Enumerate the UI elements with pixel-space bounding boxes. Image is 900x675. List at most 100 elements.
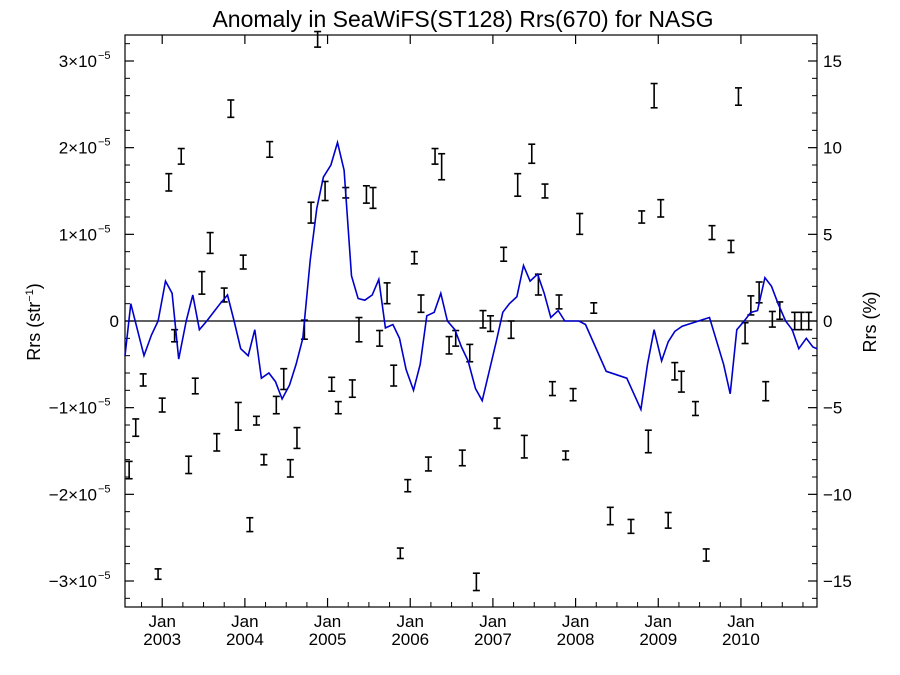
errorbar-point	[541, 183, 549, 199]
errorbar-point	[252, 415, 260, 426]
errorbar-point	[185, 455, 193, 475]
errorbar-point	[198, 270, 206, 295]
x-tick-month-label: Jan	[727, 612, 754, 631]
errorbar-point	[650, 82, 658, 109]
y-left-tick-exponent: −5	[98, 50, 111, 62]
y-left-label-text: Rrs (str	[24, 302, 44, 361]
errorbar-point	[500, 246, 508, 263]
y-right-tick-label: −15	[823, 572, 852, 591]
errorbar-point	[486, 314, 494, 333]
errorbar-point	[702, 548, 710, 562]
plot-area: 3×10 −52×10 −51×10 −50−1×10 −5−2×10 −5−3×10 −5…	[49, 30, 852, 649]
errorbar-point	[708, 224, 716, 241]
errorbar-point	[762, 380, 770, 402]
errorbar-point	[314, 30, 322, 48]
x-tick-year-label: 2007	[474, 630, 512, 649]
errorbar-point	[191, 377, 199, 395]
errorbar-point	[132, 418, 140, 438]
y-left-tick-label: 3×10	[59, 52, 97, 71]
errorbar-point	[606, 506, 614, 526]
y-left-tick-label: −3×10	[49, 572, 97, 591]
x-tick-month-label: Jan	[148, 612, 175, 631]
errorbar-point	[507, 320, 515, 340]
errorbar-point	[797, 311, 805, 331]
errorbar-point	[664, 511, 672, 529]
y-right-tick-label: 15	[823, 52, 842, 71]
x-tick-year-label: 2006	[391, 630, 429, 649]
y-axis-right-label: Rrs (%)	[860, 292, 880, 353]
y-right-tick-label: −5	[823, 399, 842, 418]
errorbar-point	[424, 456, 432, 472]
errorbar-point	[555, 294, 563, 310]
x-tick-year-label: 2005	[309, 630, 347, 649]
errorbar-point	[234, 401, 242, 432]
y-right-tick-label: −10	[823, 485, 852, 504]
errorbar-point	[348, 379, 356, 399]
errorbar-point	[677, 370, 685, 393]
errorbar-point	[227, 99, 235, 119]
errorbar-point	[627, 518, 635, 535]
errorbar-point	[768, 310, 776, 328]
y-axis-left-label: Rrs (str−1)	[24, 283, 44, 361]
x-tick-month-label: Jan	[645, 612, 672, 631]
errorbar-point	[417, 294, 425, 314]
y-left-label-close: )	[24, 283, 44, 289]
y-left-tick-label: 1×10	[59, 225, 97, 244]
errorbar-point	[548, 380, 556, 397]
errorbar-point	[734, 87, 742, 106]
errorbar-point	[362, 185, 370, 204]
x-tick-month-label: Jan	[314, 612, 341, 631]
errorbar-point	[280, 367, 288, 391]
errorbar-point	[213, 432, 221, 452]
y-left-tick-label: −1×10	[49, 399, 97, 418]
anomaly-line-series	[124, 139, 818, 413]
errorbar-point	[307, 201, 315, 224]
errorbar-point	[805, 311, 813, 331]
errorbar-point	[520, 434, 528, 459]
errorbar-point	[671, 361, 679, 381]
errorbar-point	[369, 186, 377, 210]
errorbar-series	[125, 30, 813, 592]
errorbar-point	[466, 343, 474, 363]
errorbar-point	[569, 387, 577, 402]
errorbar-point	[272, 395, 280, 415]
x-tick-year-label: 2010	[722, 630, 760, 649]
y-left-tick-exponent: −5	[98, 397, 111, 409]
errorbar-point	[493, 417, 501, 430]
x-tick-month-label: Jan	[562, 612, 589, 631]
y-right-tick-label: 5	[823, 225, 832, 244]
errorbar-point	[286, 458, 294, 478]
y-left-tick-exponent: −5	[98, 483, 111, 495]
errorbar-point	[125, 460, 133, 480]
errorbar-point	[246, 516, 254, 533]
errorbar-point	[479, 309, 487, 329]
errorbar-point	[139, 373, 147, 387]
errorbar-point	[396, 547, 404, 560]
errorbar-point	[445, 335, 453, 355]
errorbar-point	[657, 198, 665, 218]
y-left-tick-label: 2×10	[59, 139, 97, 158]
x-tick-year-label: 2004	[226, 630, 264, 649]
y-right-tick-label: 0	[823, 312, 832, 331]
chart-title: Anomaly in SeaWiFS(ST128) Rrs(670) for N…	[212, 6, 713, 32]
errorbar-point	[514, 172, 522, 197]
errorbar-point	[165, 172, 173, 192]
left-axis: 3×10 −52×10 −51×10 −50−1×10 −5−2×10 −5−3×10 −5	[49, 43, 134, 599]
x-axis: Jan2003Jan2004Jan2005Jan2006Jan2007Jan20…	[141, 35, 804, 649]
x-tick-month-label: Jan	[479, 612, 506, 631]
errorbar-point	[390, 364, 398, 387]
errorbar-point	[741, 321, 749, 345]
y-right-tick-label: 10	[823, 139, 842, 158]
errorbar-point	[562, 450, 570, 461]
y-left-tick-label: 0	[110, 312, 119, 331]
y-left-label-sup: −1	[24, 289, 36, 302]
errorbar-point	[472, 572, 480, 592]
errorbar-point	[355, 316, 363, 343]
x-tick-month-label: Jan	[231, 612, 258, 631]
errorbar-point	[410, 250, 418, 265]
errorbar-point	[727, 239, 735, 254]
errorbar-point	[383, 282, 391, 305]
errorbar-point	[206, 231, 214, 255]
errorbar-point	[638, 210, 646, 224]
errorbar-point	[239, 254, 247, 270]
